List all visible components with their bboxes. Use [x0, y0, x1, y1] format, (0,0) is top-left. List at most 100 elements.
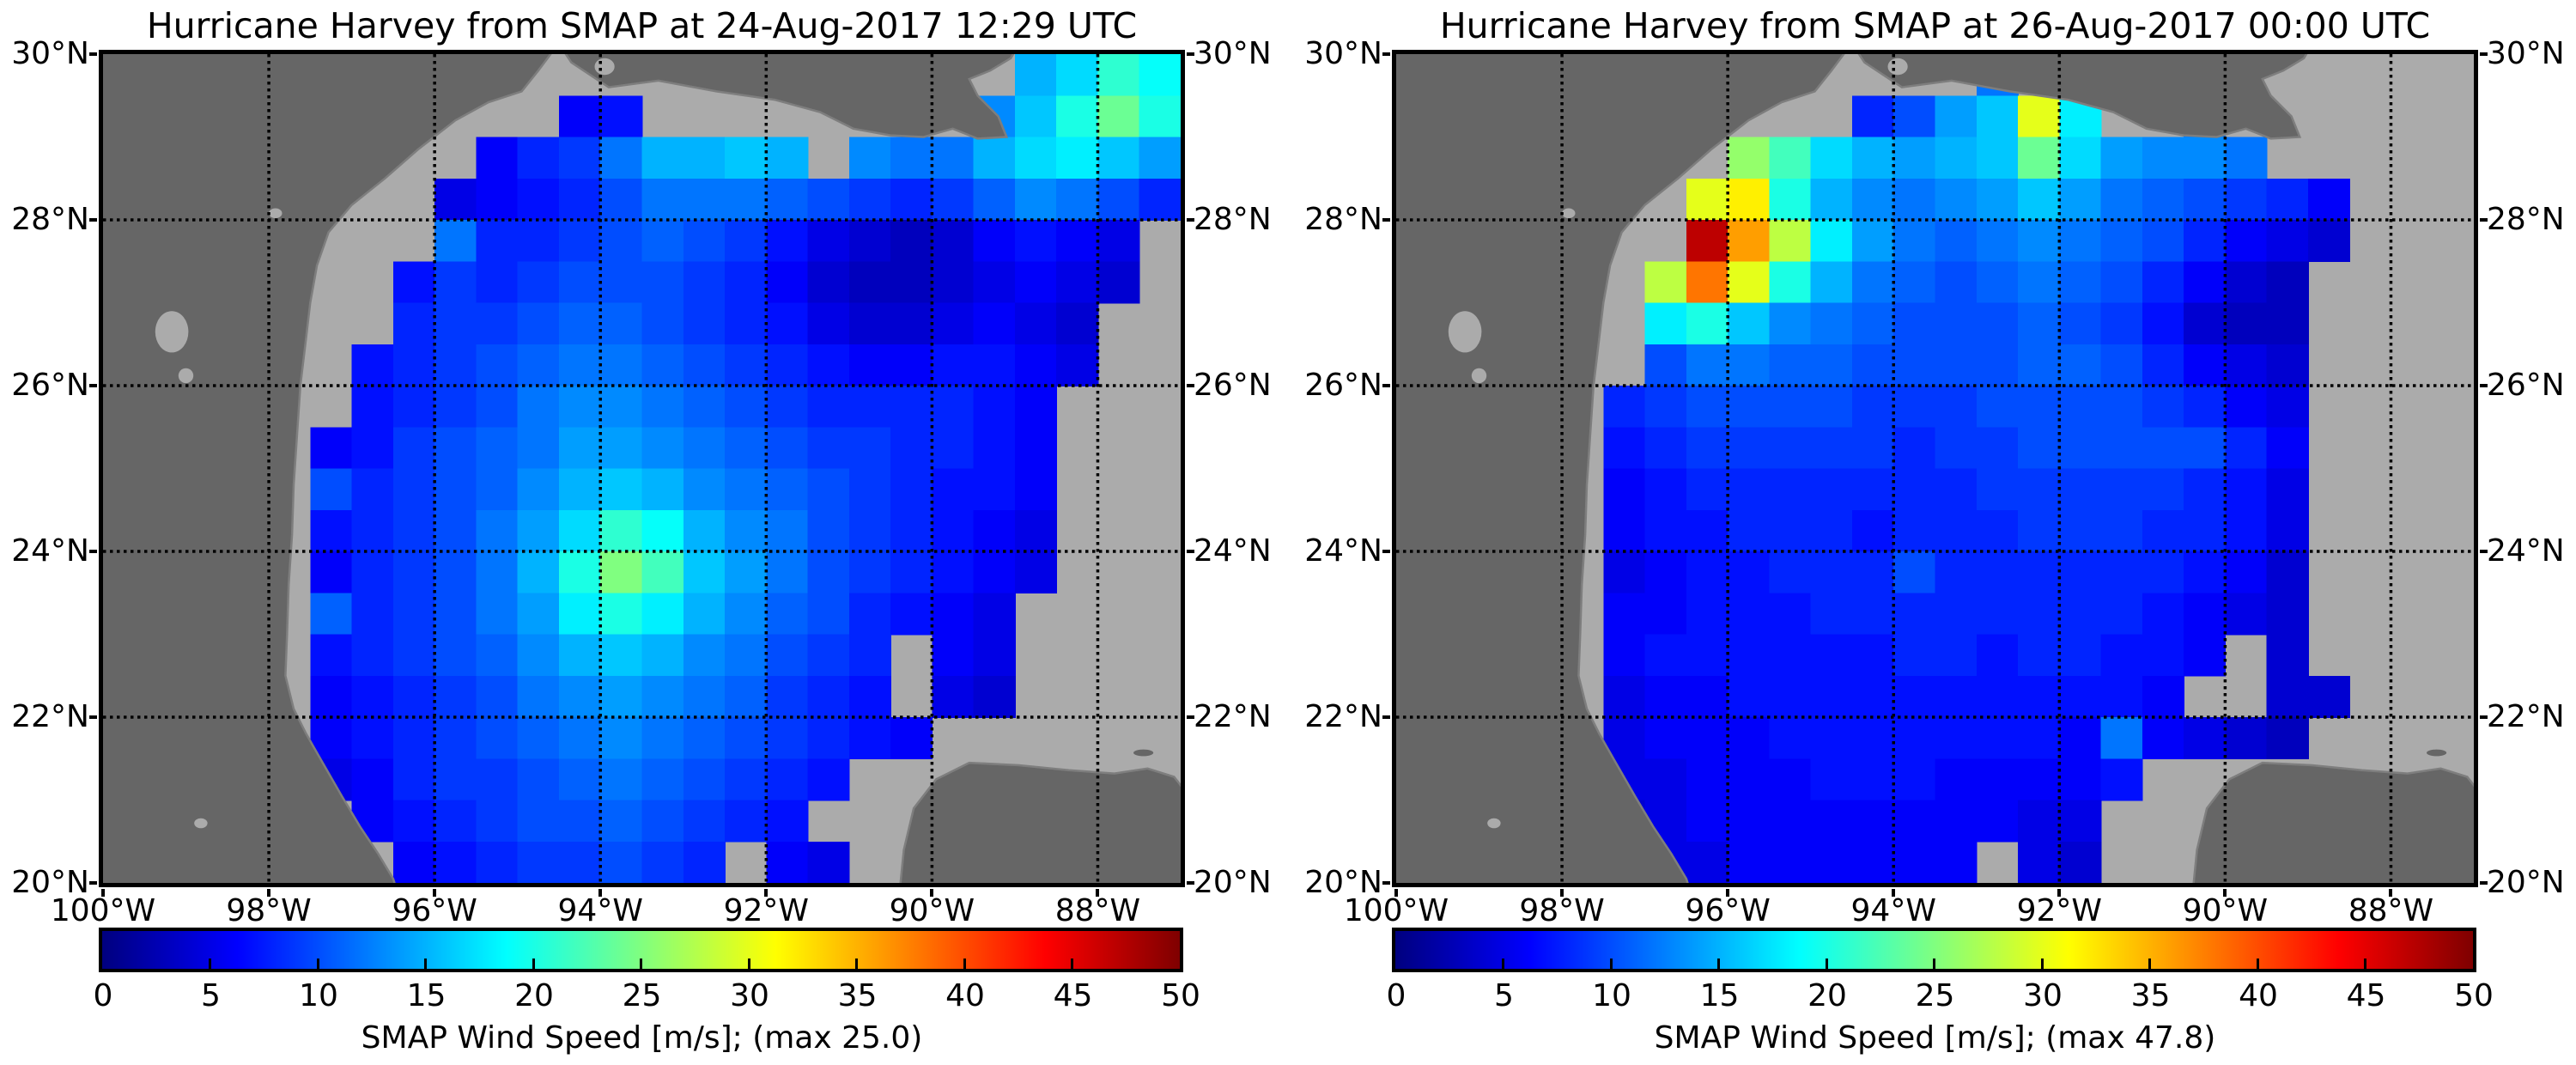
colorbar-tick [2364, 958, 2366, 969]
lat-tick-label: 20°N [1304, 865, 1382, 900]
colorbar-tick-label: 15 [1699, 978, 1740, 1013]
axis-tick [89, 384, 97, 387]
colorbar-tick [747, 958, 750, 969]
lat-tick-label: 20°N [1194, 865, 1272, 900]
lat-tick-label: 22°N [1304, 699, 1382, 734]
colorbar-tick [1071, 958, 1073, 969]
lat-tick-label: 22°N [1194, 699, 1272, 734]
axis-tick [89, 550, 97, 553]
lon-tick-label: 88°W [1054, 893, 1141, 928]
lat-tick-label: 20°N [11, 865, 89, 900]
lon-tick-label: 92°W [2016, 893, 2102, 928]
colorbar-tick-label: 40 [945, 978, 985, 1013]
colorbar-tick [1609, 958, 1613, 969]
colorbar-tick [2148, 958, 2151, 969]
axis-tick [2057, 889, 2062, 897]
lon-tick-label: 96°W [392, 893, 477, 928]
axis-tick [89, 218, 97, 222]
lat-tick-label: 26°N [2487, 368, 2565, 403]
lat-tick-label: 24°N [1194, 533, 1272, 569]
colorbar [99, 928, 1183, 972]
colorbar-tick-label: 40 [2239, 978, 2278, 1013]
colorbar-tick [2256, 958, 2259, 969]
axis-tick [89, 52, 97, 56]
colorbar-tick [1825, 958, 1828, 969]
colorbar-tick-label: 10 [1592, 978, 1631, 1013]
plot-title: Hurricane Harvey from SMAP at 26-Aug-201… [1439, 5, 2431, 46]
colorbar-tick-label: 5 [201, 978, 221, 1013]
map-panel-right: Hurricane Harvey from SMAP at 26-Aug-201… [1293, 0, 2576, 1065]
map-frame [99, 50, 1185, 887]
axis-tick [101, 889, 105, 897]
lat-tick-label: 20°N [2487, 865, 2565, 900]
colorbar-tick-label: 45 [1053, 978, 1093, 1013]
colorbar-tick [424, 958, 427, 969]
colorbar-tick [532, 958, 535, 969]
lon-tick-label: 94°W [557, 893, 643, 928]
axis-tick [433, 889, 437, 897]
colorbar-tick-label: 15 [406, 978, 447, 1013]
colorbar-tick-label: 45 [2346, 978, 2386, 1013]
colorbar-tick-label: 30 [2023, 978, 2063, 1013]
colorbar-tick [209, 958, 211, 969]
axis-tick [598, 889, 603, 897]
colorbar-tick-label: 50 [1161, 978, 1200, 1013]
colorbar-tick [1933, 958, 1935, 969]
axis-tick [764, 889, 769, 897]
axis-tick [1187, 384, 1194, 387]
lon-tick-label: 98°W [226, 893, 312, 928]
axis-tick [1187, 52, 1194, 56]
colorbar-tick-label: 20 [514, 978, 554, 1013]
lon-tick-label: 90°W [2182, 893, 2269, 928]
colorbar-tick-label: 35 [837, 978, 878, 1013]
colorbar-tick [1502, 958, 1504, 969]
colorbar-tick-label: 35 [2130, 978, 2171, 1013]
axis-tick [1394, 889, 1398, 897]
colorbar-tick [640, 958, 642, 969]
axis-tick [1726, 889, 1730, 897]
map-frame [1392, 50, 2478, 887]
axis-tick [2480, 52, 2488, 56]
lat-tick-label: 30°N [11, 36, 89, 71]
lat-tick-label: 28°N [1194, 202, 1272, 237]
colorbar-tick-label: 10 [299, 978, 338, 1013]
lat-tick-label: 26°N [1304, 368, 1382, 403]
colorbar-tick-label: 30 [730, 978, 769, 1013]
lat-tick-label: 26°N [11, 368, 89, 403]
axis-tick [1382, 715, 1390, 719]
lat-tick-label: 30°N [1304, 36, 1382, 71]
wind-speed-map [103, 54, 1181, 883]
lat-tick-label: 30°N [2487, 36, 2565, 71]
axis-tick [2480, 715, 2488, 719]
axis-tick [1382, 550, 1390, 553]
colorbar [1392, 928, 2476, 972]
axis-tick [1382, 218, 1390, 222]
colorbar-label: SMAP Wind Speed [m/s]; (max 25.0) [361, 1020, 923, 1056]
lat-tick-label: 28°N [2487, 202, 2565, 237]
axis-tick [1892, 889, 1896, 897]
colorbar-tick-label: 25 [1915, 978, 1955, 1013]
lat-tick-label: 24°N [1304, 533, 1382, 569]
axis-tick [2223, 889, 2227, 897]
colorbar-tick-label: 5 [1494, 978, 1514, 1013]
lat-tick-label: 26°N [1194, 368, 1272, 403]
lat-tick-label: 24°N [2487, 533, 2565, 569]
map-panel-left: Hurricane Harvey from SMAP at 24-Aug-201… [0, 0, 1283, 1065]
colorbar-tick [2040, 958, 2044, 969]
axis-tick [1187, 550, 1194, 553]
axis-tick [1382, 384, 1390, 387]
colorbar-tick-label: 0 [1386, 978, 1406, 1013]
lat-tick-label: 28°N [1304, 202, 1382, 237]
axis-tick [1096, 889, 1100, 897]
colorbar-tick-label: 25 [622, 978, 662, 1013]
lon-tick-label: 90°W [889, 893, 975, 928]
axis-tick [930, 889, 934, 897]
lon-tick-label: 100°W [50, 893, 156, 928]
lon-tick-label: 88°W [2348, 893, 2434, 928]
lon-tick-label: 92°W [723, 893, 809, 928]
colorbar-tick [963, 958, 966, 969]
axis-tick [2480, 881, 2488, 885]
axis-tick [1187, 715, 1194, 719]
axis-tick [2389, 889, 2393, 897]
